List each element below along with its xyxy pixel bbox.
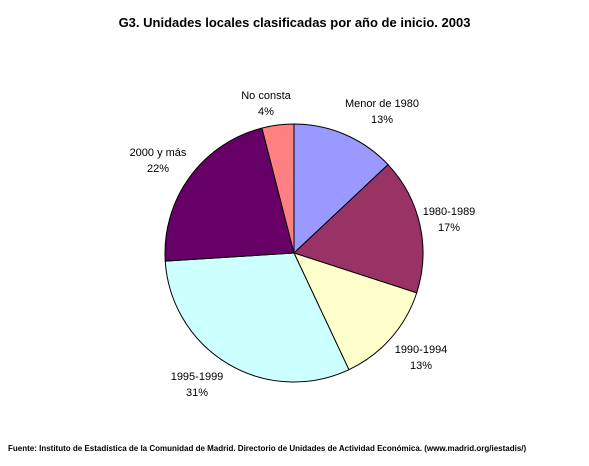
slice-name: 2000 y más: [129, 147, 187, 159]
pie-slice: [293, 252, 418, 371]
slice-percent: 31%: [185, 387, 209, 399]
slice-label: No consta 4%: [241, 88, 291, 120]
slice-percent: 13%: [409, 360, 433, 372]
slice-percent: 22%: [146, 163, 170, 175]
slice-label: 1980-1989 17%: [423, 204, 476, 236]
pie-slice: [293, 123, 389, 255]
pie-slice: [261, 123, 295, 254]
pie-slice: [293, 163, 424, 294]
slice-name: 1980-1989: [422, 206, 476, 218]
slice-label: 1990-1994 13%: [395, 342, 448, 374]
slice-name: Menor de 1980: [345, 98, 419, 110]
slice-percent: 4%: [258, 106, 274, 118]
slice-percent: 13%: [370, 114, 394, 126]
slice-label: 2000 y más 22%: [130, 145, 187, 177]
pie-slice: [164, 127, 295, 262]
slice-name: 1990-1994: [394, 344, 448, 356]
slice-name: No consta: [241, 90, 291, 102]
slice-label: Menor de 1980 13%: [345, 96, 419, 128]
slice-percent: 17%: [437, 222, 461, 234]
slice-label: 1995-1999 31%: [171, 369, 224, 401]
chart-title: G3. Unidades locales clasificadas por añ…: [118, 15, 471, 30]
pie-slice: [164, 252, 350, 383]
slice-name: 1995-1999: [170, 371, 224, 383]
source-note: Fuente: Instituto de Estadística de la C…: [8, 444, 527, 453]
